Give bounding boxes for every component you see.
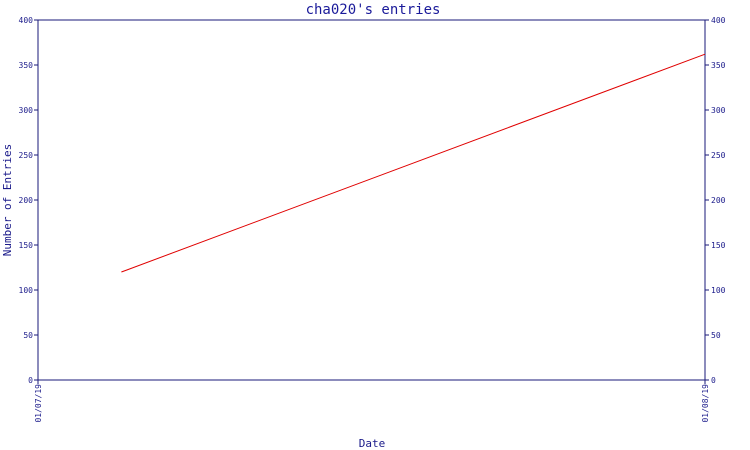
- y-tick-label-right: 50: [711, 331, 721, 340]
- y-tick-label-right: 200: [711, 196, 726, 205]
- series-line: [121, 53, 706, 273]
- y-tick-label-left: 100: [19, 286, 34, 295]
- y-axis-right: 0 50 100 150 200 250 300 350 400: [705, 16, 726, 385]
- x-axis-label: Date: [359, 437, 386, 450]
- y-tick-label-right: 350: [711, 61, 726, 70]
- y-tick-label-left: 250: [19, 151, 34, 160]
- y-tick-label-left: 150: [19, 241, 34, 250]
- y-tick-label-left: 200: [19, 196, 34, 205]
- plot-area: [37, 19, 706, 381]
- y-tick-label-left: 300: [19, 106, 34, 115]
- y-tick-label-right: 250: [711, 151, 726, 160]
- x-tick-label: 01/08/19: [701, 384, 710, 423]
- y-tick-label-right: 300: [711, 106, 726, 115]
- y-tick-label-left: 400: [19, 16, 34, 25]
- x-tick-label: 01/07/19: [34, 384, 43, 423]
- y-tick-label-right: 0: [711, 376, 716, 385]
- x-axis: 01/07/19 01/08/19: [34, 380, 710, 423]
- y-tick-label-right: 100: [711, 286, 726, 295]
- y-tick-label-right: 400: [711, 16, 726, 25]
- y-tick-label-left: 350: [19, 61, 34, 70]
- y-tick-label-right: 150: [711, 241, 726, 250]
- y-axis-label: Number of Entries: [1, 144, 14, 257]
- series-layer: [121, 53, 706, 273]
- y-tick-label-left: 50: [23, 331, 33, 340]
- y-tick-label-left: 0: [28, 376, 33, 385]
- chart-title: cha020's entries: [306, 2, 441, 18]
- y-axis-left: 0 50 100 150 200 250 300 350 400: [19, 16, 38, 385]
